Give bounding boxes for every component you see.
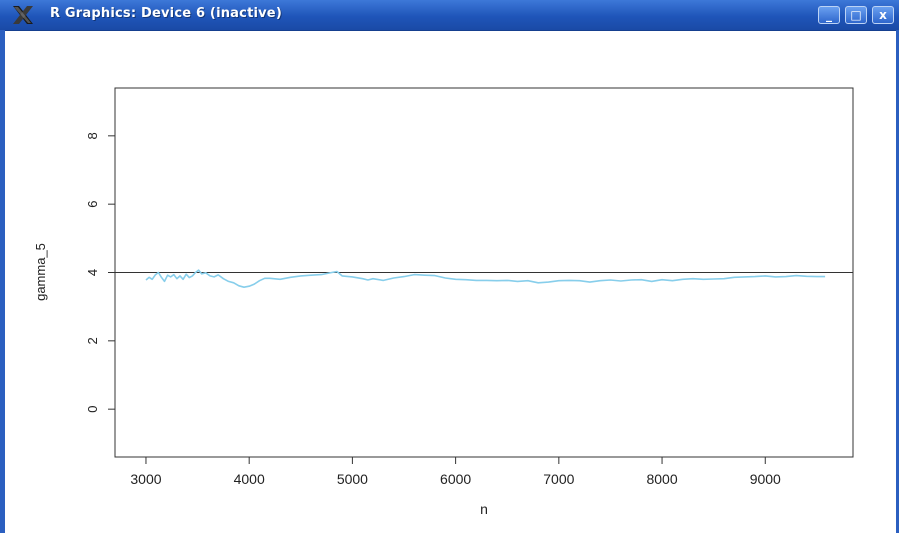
close-icon: x: [879, 8, 887, 22]
minimize-icon: _: [826, 8, 832, 22]
x-tick-label-4000: 4000: [234, 471, 265, 487]
x-tick-label-6000: 6000: [440, 471, 471, 487]
y-tick-label-2: 2: [85, 337, 100, 344]
x11-x-icon: [13, 6, 33, 24]
x-axis-label: n: [480, 501, 488, 517]
window-title: R Graphics: Device 6 (inactive): [50, 6, 282, 21]
minimize-button[interactable]: _: [818, 6, 840, 24]
x-axis: 3000 4000 5000 6000 7000 8000 9000: [130, 456, 781, 487]
series-group: [145, 269, 826, 289]
y-axis-label: gamma_5: [33, 243, 48, 301]
x-tick-label-8000: 8000: [646, 471, 677, 487]
close-button[interactable]: x: [872, 6, 894, 24]
y-tick-label-8: 8: [85, 132, 100, 139]
maximize-icon: □: [850, 8, 862, 22]
series-line-0: [145, 269, 826, 289]
y-axis: 0 2 4 6 8: [85, 132, 116, 413]
y-tick-label-0: 0: [85, 406, 100, 413]
x-tick-label-5000: 5000: [337, 471, 368, 487]
x-tick-label-3000: 3000: [130, 471, 161, 487]
x-tick-label-9000: 9000: [750, 471, 781, 487]
plot-canvas: 3000 4000 5000 6000 7000 8000 9000 0 2 4 6 8 n gam…: [33, 87, 854, 517]
title-bar[interactable]: R Graphics: Device 6 (inactive) _ □ x: [0, 0, 899, 31]
maximize-button[interactable]: □: [845, 6, 867, 24]
y-tick-label-4: 4: [85, 269, 100, 276]
window-frame-right: [896, 30, 899, 533]
window-frame-left: [0, 30, 5, 533]
y-tick-label-6: 6: [85, 201, 100, 208]
x-tick-label-7000: 7000: [543, 471, 574, 487]
